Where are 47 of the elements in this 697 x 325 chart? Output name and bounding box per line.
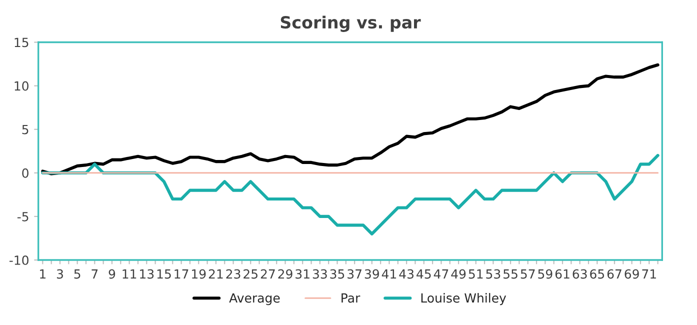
- x-tick-label: 33: [312, 269, 327, 279]
- x-tick-label: 23: [226, 269, 240, 279]
- x-tick-label: 43: [399, 269, 414, 279]
- x-tick-label: 47: [434, 269, 448, 279]
- y-tick-label: 0: [22, 168, 28, 178]
- y-tick-label: -10: [10, 255, 28, 265]
- x-tick-label: 55: [504, 269, 518, 279]
- y-tick-label: 5: [22, 124, 28, 134]
- chart-title: Scoring vs. par: [280, 16, 421, 32]
- x-tick-label: 3: [56, 269, 63, 279]
- x-tick-label: 65: [590, 269, 604, 279]
- x-tick-label: 57: [520, 269, 535, 279]
- x-tick-label: 63: [572, 269, 587, 279]
- x-tick-label: 21: [208, 269, 223, 279]
- x-tick-label: 35: [330, 269, 344, 279]
- x-tick-label: 45: [416, 269, 431, 279]
- x-tick-label: 39: [364, 269, 379, 279]
- x-tick-label: 71: [642, 269, 656, 279]
- x-tick-label: 9: [108, 269, 116, 279]
- x-tick-label: 25: [244, 269, 258, 279]
- x-tick-label: 67: [607, 269, 622, 279]
- x-tick-label: 41: [382, 269, 396, 279]
- x-tick-label: 27: [260, 269, 275, 279]
- x-tick-label: 53: [486, 269, 500, 279]
- line-series: [41, 63, 660, 176]
- x-tick-label: 1: [40, 269, 46, 279]
- x-tick-label: 17: [174, 269, 188, 279]
- x-tick-label: 69: [624, 269, 639, 279]
- x-tick-label: 7: [92, 269, 98, 279]
- x-tick-label: 15: [157, 269, 171, 279]
- x-tick-label: 49: [451, 269, 466, 279]
- x-tick-label: 13: [140, 269, 154, 279]
- x-tick-label: 51: [468, 269, 483, 279]
- x-tick-label: 31: [296, 269, 310, 279]
- legend-label: Par: [342, 293, 360, 303]
- y-tick-label: -5: [17, 212, 28, 222]
- x-tick-label: 37: [348, 269, 362, 279]
- y-tick-label: 15: [14, 38, 28, 48]
- legend-label: Louise Whiley: [421, 293, 506, 306]
- x-tick-label: 29: [278, 269, 292, 279]
- x-tick-label: 59: [538, 269, 552, 279]
- legend-label: Average: [229, 293, 280, 306]
- x-tick-label: 11: [122, 269, 136, 279]
- x-tick-label: 5: [74, 269, 80, 279]
- y-tick-label: 10: [14, 81, 28, 91]
- x-tick-label: 19: [192, 269, 206, 279]
- x-tick-label: 61: [555, 269, 570, 279]
